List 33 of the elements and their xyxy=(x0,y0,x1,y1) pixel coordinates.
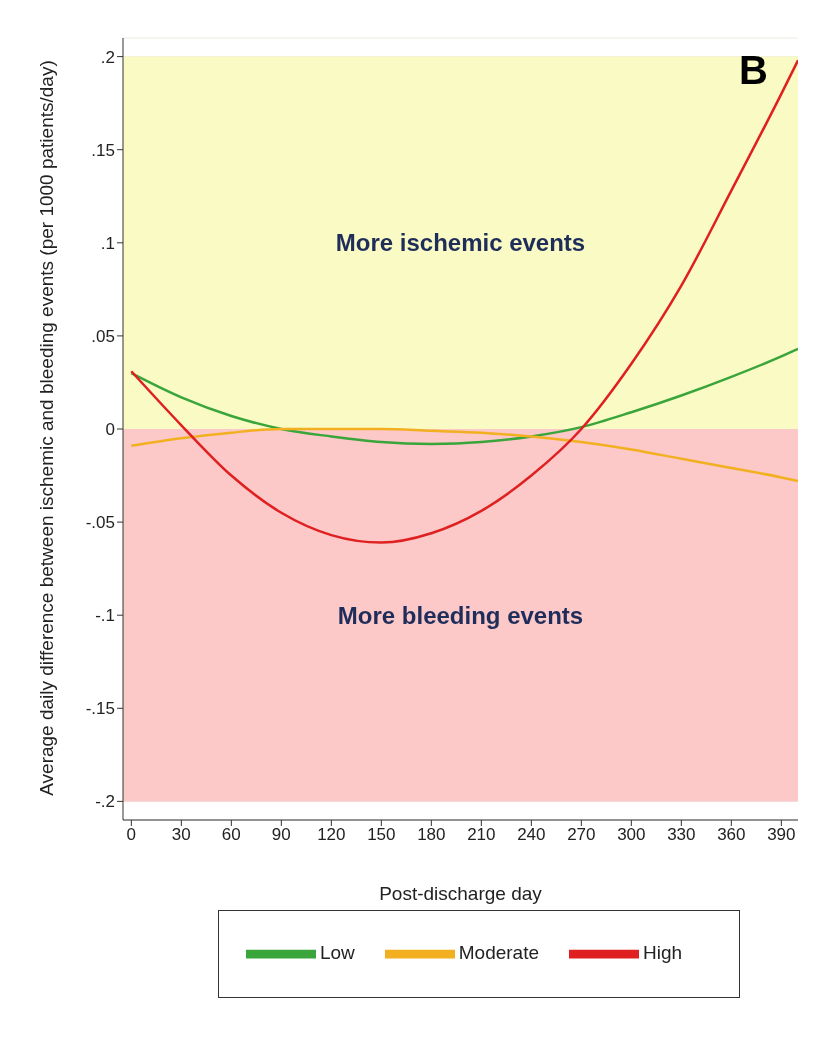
x-tick-label: 390 xyxy=(767,825,796,845)
band-label: More ischemic events xyxy=(335,229,586,257)
x-tick-label: 90 xyxy=(271,825,291,845)
y-tick-label: -.15 xyxy=(85,699,115,719)
x-tick-label: 360 xyxy=(717,825,746,845)
x-tick-label: 240 xyxy=(517,825,546,845)
line-series xyxy=(130,427,798,483)
x-tick-label: 60 xyxy=(221,825,241,845)
legend-label: Moderate xyxy=(458,942,540,964)
y-tick-label: 0 xyxy=(105,420,115,440)
x-tick-label: 120 xyxy=(317,825,346,845)
y-tick-label: .05 xyxy=(91,326,115,346)
x-tick-label: 210 xyxy=(467,825,496,845)
x-axis-title: Post-discharge day xyxy=(379,883,543,904)
y-tick-label: -.1 xyxy=(95,606,115,626)
x-tick-label: 30 xyxy=(171,825,191,845)
x-tick-label: 180 xyxy=(417,825,446,845)
legend-label: Low xyxy=(319,942,355,964)
y-tick-label: .15 xyxy=(91,140,115,160)
x-tick-label: 300 xyxy=(617,825,646,845)
y-tick-label: -.05 xyxy=(85,513,115,533)
y-tick-label: .2 xyxy=(100,47,115,67)
annotation: B xyxy=(739,48,768,93)
x-tick-label: 0 xyxy=(126,825,137,845)
legend-label: High xyxy=(643,942,683,964)
y-tick-label: .1 xyxy=(100,233,115,253)
band-label: More bleeding events xyxy=(337,601,584,629)
x-tick-label: 270 xyxy=(567,825,596,845)
x-tick-label: 150 xyxy=(367,825,396,845)
line-series xyxy=(130,347,798,446)
x-tick-label: 330 xyxy=(667,825,696,845)
y-axis-title: Average daily difference between ischemic and bleeding events (per 1000 patients/day) xyxy=(35,59,58,798)
y-tick-label: -.2 xyxy=(95,792,115,812)
